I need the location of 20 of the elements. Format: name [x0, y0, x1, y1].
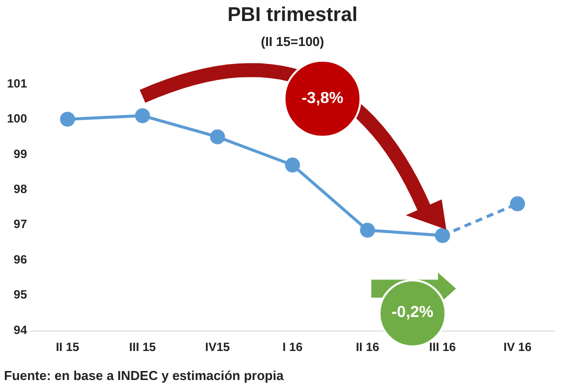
x-tick-label: II 16 — [356, 340, 380, 354]
x-tick-label: III 16 — [429, 340, 456, 354]
x-tick-label: II 15 — [56, 340, 80, 354]
x-tick-label: III 15 — [129, 340, 156, 354]
x-tick-label: IV 16 — [503, 340, 532, 354]
y-tick-label: 94 — [14, 322, 28, 337]
y-tick-label: 98 — [14, 182, 28, 196]
source-note: Fuente: en base a INDEC y estimación propia — [4, 368, 284, 383]
annotation: -3,8% — [302, 90, 344, 108]
y-tick-label: 96 — [14, 252, 28, 266]
y-tick-label: 100 — [6, 112, 28, 126]
y-tick-label: 99 — [14, 146, 28, 161]
y-tick-label: 101 — [6, 76, 28, 90]
chart-subtitle: (II 15=100) — [260, 34, 326, 49]
y-tick-label: 97 — [14, 217, 28, 232]
y-tick-label: 95 — [14, 288, 28, 302]
x-tick-label: IV15 — [205, 340, 230, 354]
annotation: -0,2% — [392, 304, 434, 322]
chart-title: PBI trimestral — [226, 4, 359, 27]
x-tick-label: I 16 — [282, 340, 303, 354]
